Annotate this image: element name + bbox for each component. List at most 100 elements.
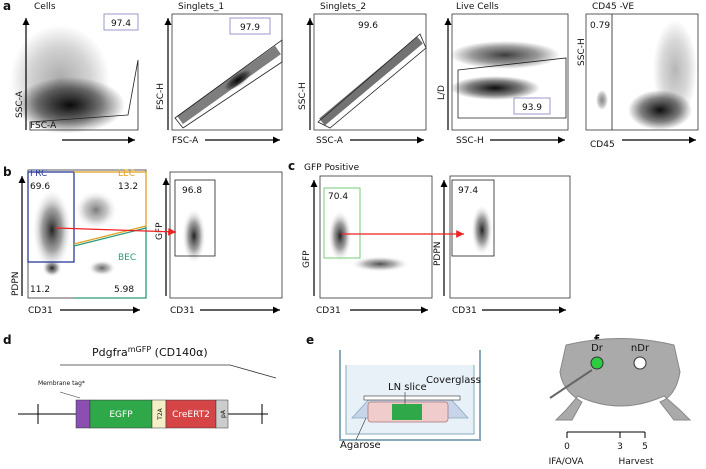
contour bbox=[88, 260, 116, 276]
arrow bbox=[55, 227, 177, 236]
panel-label: c bbox=[288, 159, 295, 173]
gate-value: 70.4 bbox=[328, 192, 348, 202]
y-label: FSC-H bbox=[156, 83, 166, 110]
plot-c-main: 70.4 CD31 GFP bbox=[302, 175, 433, 316]
panel-label: a bbox=[3, 0, 11, 13]
gate-box bbox=[103, 13, 139, 31]
contour bbox=[32, 188, 72, 272]
gate-box bbox=[513, 97, 551, 115]
contour bbox=[74, 190, 118, 230]
plot-b-sub: 96.8 CD31 GFP bbox=[155, 171, 283, 316]
mouse bbox=[554, 338, 692, 421]
x-label: CD31 bbox=[170, 306, 195, 316]
density bbox=[10, 25, 110, 135]
plot-b-main: FRC 69.6 LEC 13.2 BEC 5.98 11.2 CD31 PDP… bbox=[11, 169, 147, 316]
x-label: CD31 bbox=[452, 306, 477, 316]
dish bbox=[339, 350, 481, 441]
density bbox=[224, 69, 252, 91]
gate bbox=[29, 59, 139, 131]
pointer bbox=[355, 417, 367, 441]
plot-frame bbox=[451, 13, 569, 131]
gate-value: 93.9 bbox=[522, 103, 542, 113]
plot-singlets-1: Singlets_1 97.9 FSC-A FSC-H bbox=[156, 2, 283, 146]
contour bbox=[350, 256, 410, 272]
pa-box bbox=[215, 399, 229, 429]
transcript-line bbox=[60, 364, 277, 379]
element: CreERT2 bbox=[172, 410, 210, 420]
plot-frame bbox=[449, 175, 571, 299]
density bbox=[319, 36, 423, 126]
element: pA bbox=[220, 409, 227, 418]
contour bbox=[471, 204, 493, 256]
y-label: PDPN bbox=[433, 241, 443, 266]
plot-c-sub: 97.4 CD31 PDPN bbox=[433, 175, 571, 316]
plot-title: Singlets_1 bbox=[178, 2, 224, 12]
agarose-label: Agarose bbox=[340, 440, 381, 451]
coverglass bbox=[363, 395, 461, 401]
cre-box bbox=[165, 399, 217, 429]
x-label: CD45 bbox=[590, 140, 615, 150]
ndr-label: nDr bbox=[631, 343, 650, 354]
y-label: PDPN bbox=[11, 271, 21, 296]
element: EGFP bbox=[109, 410, 133, 420]
plot-cells: Cells 97.4 FSC-A SSC-A bbox=[10, 2, 139, 144]
density bbox=[653, 20, 697, 120]
gate-value: 13.2 bbox=[118, 182, 138, 192]
day-label: 5 bbox=[642, 442, 648, 452]
gate-name: FRC bbox=[30, 169, 47, 179]
panel-label: d bbox=[3, 333, 12, 347]
gate-lec bbox=[73, 171, 147, 245]
slice-core bbox=[392, 404, 422, 420]
plot-title: Live Cells bbox=[456, 2, 499, 12]
gate-value: 97.9 bbox=[240, 23, 260, 33]
contour bbox=[42, 259, 62, 277]
gate-box bbox=[229, 17, 271, 35]
gate-name: LEC bbox=[118, 169, 135, 179]
plot-frame bbox=[319, 175, 433, 299]
protein: (CD140α) bbox=[151, 346, 207, 359]
syringe bbox=[549, 369, 593, 399]
plot-title: CD45 -VE bbox=[592, 2, 634, 12]
start-label: IFA/OVA bbox=[549, 457, 585, 467]
day-label: 0 bbox=[564, 442, 570, 452]
gene: Pdgfra bbox=[92, 346, 128, 359]
plot-live-cells: Live Cells 93.9 SSC-H L/D bbox=[437, 2, 569, 146]
x-label: CD31 bbox=[316, 306, 341, 316]
gate-value: 0.79 bbox=[590, 21, 610, 31]
panel-label: e bbox=[306, 333, 314, 347]
dr-node bbox=[590, 356, 604, 370]
plot-title: Cells bbox=[34, 2, 56, 12]
contour bbox=[182, 208, 206, 264]
pointer bbox=[59, 391, 81, 399]
panel-title: GFP Positive bbox=[304, 163, 360, 173]
x-label: SSC-A bbox=[316, 136, 344, 146]
y-label: GFP bbox=[302, 250, 312, 268]
plot-frame bbox=[313, 13, 427, 131]
gate-value: 96.8 bbox=[182, 186, 202, 196]
egfp-box bbox=[89, 399, 153, 429]
gate bbox=[174, 179, 216, 257]
dr-label: Dr bbox=[591, 343, 604, 354]
plot-cd45: CD45 -VE 0.79 CD45 SSC-H bbox=[577, 2, 699, 150]
contour bbox=[328, 210, 352, 262]
panel-label: b bbox=[3, 165, 12, 179]
gate-value: 11.2 bbox=[30, 285, 50, 295]
element: T2A bbox=[157, 407, 164, 420]
x-label: CD31 bbox=[28, 306, 53, 316]
gate-bec bbox=[73, 227, 147, 299]
gate-name: BEC bbox=[118, 253, 136, 263]
end-label: Harvest bbox=[618, 457, 654, 467]
tag-label: Membrane tag* bbox=[38, 380, 85, 387]
gate-value: 97.4 bbox=[111, 19, 131, 29]
gate-value: 99.6 bbox=[358, 21, 378, 31]
cover-label: Coverglass bbox=[426, 375, 481, 386]
x-label: FSC-A bbox=[172, 136, 199, 146]
day-label: 3 bbox=[617, 442, 623, 452]
gate bbox=[174, 39, 283, 129]
gate-value: 97.4 bbox=[458, 186, 478, 196]
gate-frc bbox=[27, 171, 75, 263]
x-label: FSC-A bbox=[30, 121, 57, 131]
gate bbox=[451, 179, 495, 257]
gate bbox=[317, 33, 427, 129]
